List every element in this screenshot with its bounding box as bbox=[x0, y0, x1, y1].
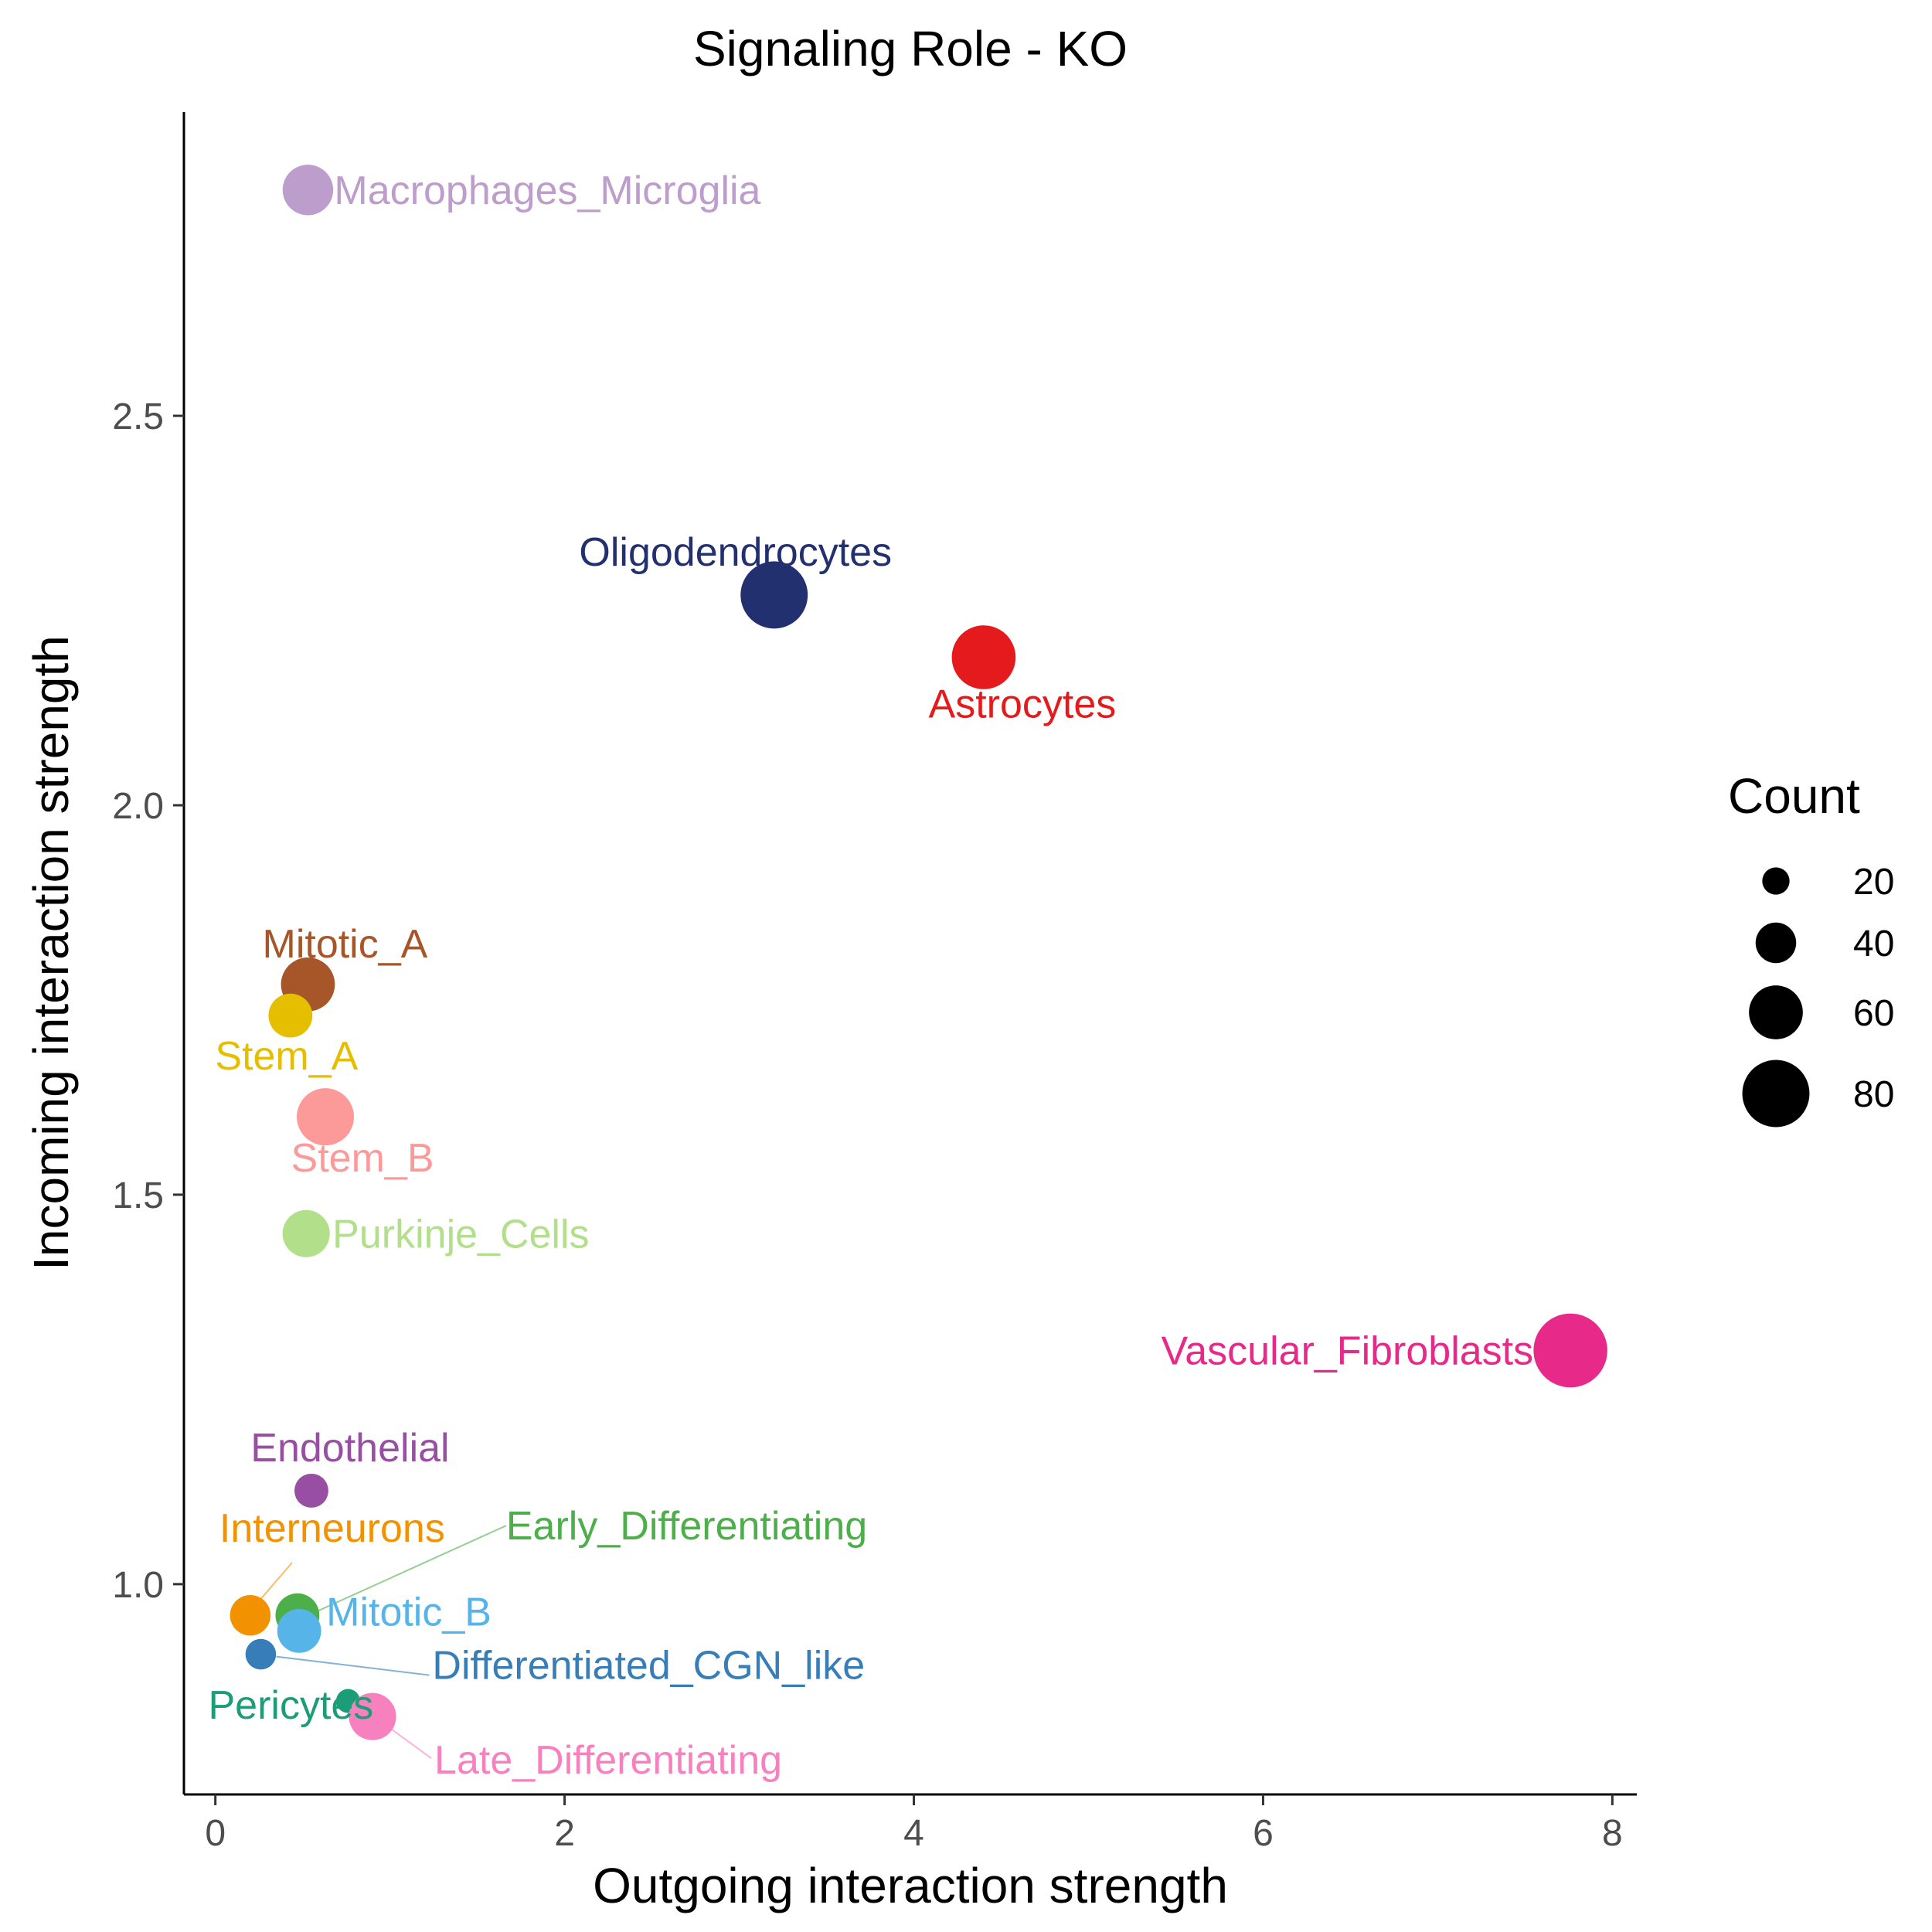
y-tick-label: 1.5 bbox=[112, 1175, 164, 1216]
point-label-oligodendrocytes: Oligodendrocytes bbox=[579, 530, 892, 575]
x-axis-title: Outgoing interaction strength bbox=[593, 1858, 1228, 1913]
point-label-early-differentiating: Early_Differentiating bbox=[506, 1504, 867, 1549]
point-stem-a bbox=[268, 993, 313, 1038]
legend-label-40: 40 bbox=[1853, 923, 1894, 964]
label-connector-late-differentiating bbox=[390, 1728, 432, 1760]
point-label-mitotic-b: Mitotic_B bbox=[326, 1590, 492, 1634]
y-tick-label: 2.5 bbox=[112, 396, 164, 437]
legend-label-80: 80 bbox=[1853, 1074, 1894, 1115]
label-connector-early-differentiating bbox=[308, 1525, 507, 1617]
point-label-astrocytes: Astrocytes bbox=[929, 682, 1117, 727]
plot-area: Macrophages_Microglia Oligodendrocytes Ast… bbox=[208, 165, 1607, 1783]
y-ticks: 1.0 1.5 2.0 2.5 bbox=[112, 396, 184, 1606]
y-tick-label: 1.0 bbox=[112, 1565, 164, 1606]
x-tick-label: 4 bbox=[903, 1813, 924, 1854]
point-purkinje-cells bbox=[282, 1209, 330, 1257]
point-label-late-differentiating: Late_Differentiating bbox=[434, 1738, 782, 1783]
legend-key-20 bbox=[1762, 867, 1790, 895]
point-oligodendrocytes bbox=[740, 561, 808, 629]
point-interneurons bbox=[230, 1594, 271, 1636]
point-label-interneurons: Interneurons bbox=[219, 1506, 445, 1551]
legend-key-80 bbox=[1742, 1060, 1810, 1128]
x-tick-label: 2 bbox=[554, 1813, 575, 1854]
legend-label-20: 20 bbox=[1853, 862, 1894, 903]
point-astrocytes bbox=[951, 625, 1016, 689]
x-tick-label: 0 bbox=[205, 1813, 226, 1854]
y-axis-title: Incoming interaction strength bbox=[23, 635, 79, 1270]
point-stem-b bbox=[297, 1088, 355, 1146]
point-label-pericytes: Pericytes bbox=[208, 1683, 373, 1728]
point-label-vascular-fibroblasts: Vascular_Fibroblasts bbox=[1161, 1329, 1533, 1374]
point-label-mitotic-a: Mitotic_A bbox=[263, 922, 428, 967]
point-late-differentiating bbox=[349, 1692, 396, 1740]
chart-title: Signaling Role - KO bbox=[693, 21, 1128, 77]
x-tick-label: 6 bbox=[1253, 1813, 1274, 1854]
point-label-stem-b: Stem_B bbox=[291, 1136, 434, 1181]
legend: Count 20 40 60 80 bbox=[1728, 768, 1894, 1128]
legend-key-60 bbox=[1749, 985, 1803, 1039]
point-mitotic-b bbox=[277, 1608, 321, 1653]
point-vascular-fibroblasts bbox=[1533, 1313, 1607, 1388]
y-tick-label: 2.0 bbox=[112, 786, 164, 827]
point-label-differentiated-cgn-like: Differentiated_CGN_like bbox=[432, 1644, 865, 1689]
point-label-stem-a: Stem_A bbox=[215, 1034, 358, 1079]
label-connector-interneurons bbox=[257, 1562, 293, 1603]
point-label-macrophages-microglia: Macrophages_Microglia bbox=[334, 168, 760, 213]
legend-title: Count bbox=[1728, 768, 1860, 824]
point-differentiated-cgn-like bbox=[245, 1638, 277, 1670]
x-tick-label: 8 bbox=[1602, 1813, 1623, 1854]
point-macrophages-microglia bbox=[282, 165, 334, 216]
point-label-endothelial: Endothelial bbox=[250, 1426, 449, 1471]
point-label-purkinje-cells: Purkinje_Cells bbox=[332, 1212, 589, 1257]
axes: 0 2 4 6 8 1.0 1.5 2.0 2.5 bbox=[112, 112, 1637, 1854]
point-endothelial bbox=[294, 1473, 328, 1508]
legend-key-40 bbox=[1755, 922, 1797, 964]
legend-label-60: 60 bbox=[1853, 993, 1894, 1034]
label-connector-differentiated-cgn-like bbox=[276, 1655, 430, 1676]
x-ticks: 0 2 4 6 8 bbox=[205, 1794, 1623, 1854]
